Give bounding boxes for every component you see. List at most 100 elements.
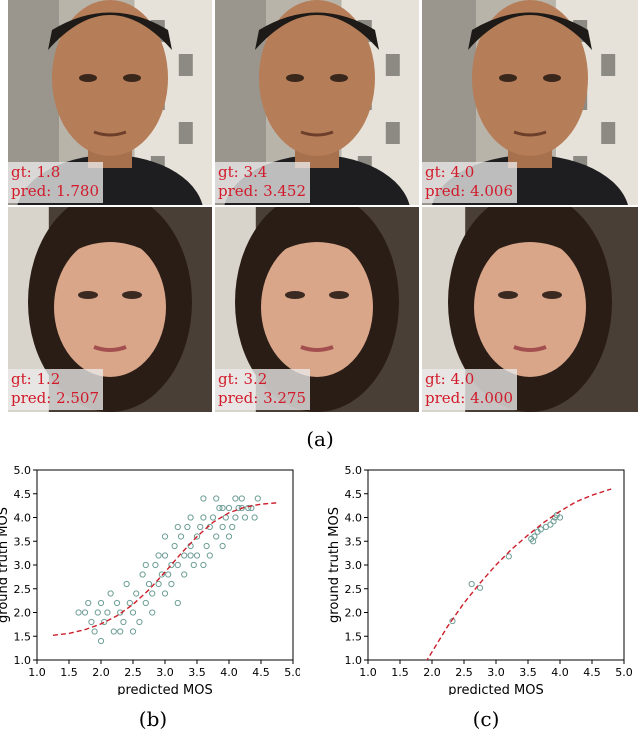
y-tick-label: 1.5 bbox=[345, 630, 363, 643]
data-point bbox=[129, 609, 137, 616]
face-tile-6: gt: 4.0 pred: 4.000 bbox=[422, 207, 638, 412]
data-point bbox=[213, 533, 220, 540]
y-axis-label: ground truth MOS bbox=[327, 507, 342, 623]
x-tick-label: 4.0 bbox=[551, 666, 569, 679]
x-tick-label: 2.5 bbox=[124, 666, 142, 679]
score-label: gt: 3.4 pred: 3.452 bbox=[215, 162, 311, 203]
data-point bbox=[193, 533, 201, 540]
data-point bbox=[225, 533, 233, 540]
fit-curve bbox=[52, 502, 278, 636]
face-illustration bbox=[215, 207, 419, 412]
y-tick-label: 4.5 bbox=[14, 488, 32, 501]
data-point bbox=[556, 514, 564, 521]
x-tick-label: 1.0 bbox=[28, 666, 46, 679]
data-point bbox=[142, 561, 149, 569]
data-point bbox=[213, 495, 220, 502]
x-tick-label: 2.0 bbox=[92, 666, 110, 679]
data-point bbox=[219, 523, 226, 531]
y-tick-label: 3.5 bbox=[14, 535, 32, 548]
data-point bbox=[550, 518, 557, 525]
data-point bbox=[136, 618, 143, 626]
x-tick-label: 3.5 bbox=[519, 666, 537, 679]
scatter-plot-b: 1.0 1.5 2.0 2.5 3.0 3.5 4.0 4.5 5.0 1.0 1.5 2.0 2.5 3… bbox=[0, 455, 302, 698]
fit-curve bbox=[426, 488, 612, 660]
score-label: gt: 4.0 pred: 4.006 bbox=[422, 162, 518, 203]
data-point bbox=[187, 514, 194, 521]
face-tile-3: gt: 4.0 pred: 4.006 bbox=[422, 0, 638, 205]
data-point bbox=[200, 495, 207, 502]
data-point bbox=[168, 580, 175, 588]
data-point bbox=[174, 523, 181, 531]
data-point bbox=[133, 590, 140, 597]
data-point bbox=[161, 533, 169, 540]
scatter-plot-c: 1.0 1.5 2.0 2.5 3.0 3.5 4.0 4.5 5.0 1.0 1.5 2.0 2.5 3… bbox=[322, 455, 640, 698]
pred-score: pred: 3.275 bbox=[218, 389, 307, 407]
data-point bbox=[171, 542, 178, 550]
scatter-plot-b-svg: 1.0 1.5 2.0 2.5 3.0 3.5 4.0 4.5 5.0 1.0 1.5 2.0 2.5 3… bbox=[0, 464, 302, 698]
face-tile-2: gt: 3.4 pred: 3.452 bbox=[215, 0, 419, 205]
gt-score: gt: 3.4 bbox=[218, 163, 268, 181]
x-tick-label: 3.0 bbox=[156, 666, 174, 679]
data-point bbox=[126, 599, 133, 607]
face-illustration bbox=[8, 0, 212, 205]
data-point bbox=[206, 552, 213, 559]
x-tick-label: 4.5 bbox=[252, 666, 270, 679]
data-point bbox=[177, 533, 185, 540]
data-point bbox=[216, 504, 223, 512]
data-point bbox=[142, 599, 149, 607]
data-point bbox=[75, 609, 82, 616]
data-point bbox=[200, 561, 207, 569]
data-point bbox=[149, 609, 156, 616]
data-point bbox=[149, 590, 156, 597]
data-point bbox=[219, 542, 226, 550]
face-image-grid: gt: 1.8 pred: 1.780 gt: 3.4 pred: 3.452 … bbox=[8, 0, 638, 412]
caption-a: (a) bbox=[306, 427, 334, 451]
data-point bbox=[187, 552, 194, 559]
data-point bbox=[197, 523, 204, 531]
gt-score: gt: 4.0 bbox=[425, 163, 475, 181]
data-point bbox=[251, 514, 258, 521]
data-point bbox=[161, 552, 169, 559]
data-point bbox=[200, 514, 207, 521]
data-point bbox=[229, 523, 236, 531]
y-tick-label: 4.0 bbox=[345, 512, 363, 525]
face-photo-man-1 bbox=[8, 0, 212, 205]
x-tick-label: 5.0 bbox=[284, 666, 300, 679]
data-point bbox=[193, 552, 201, 559]
y-tick-label: 1.0 bbox=[345, 654, 363, 667]
y-tick-label: 2.5 bbox=[14, 583, 32, 596]
x-axis-label: predicted MOS bbox=[117, 683, 213, 695]
face-photo-woman-2 bbox=[215, 207, 419, 412]
y-tick-label: 1.0 bbox=[14, 654, 32, 667]
data-point bbox=[165, 571, 172, 578]
y-tick-label: 3.0 bbox=[14, 559, 32, 572]
plot-frame bbox=[36, 469, 294, 661]
data-point bbox=[209, 514, 217, 521]
data-point bbox=[85, 599, 92, 607]
caption-c: (c) bbox=[472, 707, 500, 731]
data-point bbox=[113, 599, 121, 607]
data-point bbox=[547, 521, 554, 528]
data-point bbox=[225, 504, 233, 512]
x-tick-label: 1.5 bbox=[60, 666, 78, 679]
y-tick-label: 2.0 bbox=[345, 607, 363, 620]
data-point bbox=[117, 628, 124, 635]
y-tick-label: 5.0 bbox=[14, 464, 32, 477]
data-point bbox=[476, 584, 484, 591]
data-point bbox=[254, 495, 261, 502]
scatter-plot-c-svg: 1.0 1.5 2.0 2.5 3.0 3.5 4.0 4.5 5.0 1.0 1.5 2.0 2.5 3… bbox=[327, 464, 633, 698]
gt-score: gt: 3.2 bbox=[218, 370, 268, 388]
data-point bbox=[181, 571, 188, 578]
data-point bbox=[190, 561, 197, 569]
data-point bbox=[531, 533, 538, 540]
pred-score: pred: 3.452 bbox=[218, 182, 307, 200]
caption-b: (b) bbox=[138, 707, 168, 731]
y-tick-label: 4.0 bbox=[14, 512, 32, 525]
face-tile-5: gt: 3.2 pred: 3.275 bbox=[215, 207, 419, 412]
data-point bbox=[168, 561, 175, 569]
data-point bbox=[174, 599, 181, 607]
data-point bbox=[537, 526, 544, 533]
x-axis-label: predicted MOS bbox=[448, 683, 544, 695]
data-point bbox=[203, 542, 210, 550]
gt-score: gt: 1.8 bbox=[11, 163, 61, 181]
